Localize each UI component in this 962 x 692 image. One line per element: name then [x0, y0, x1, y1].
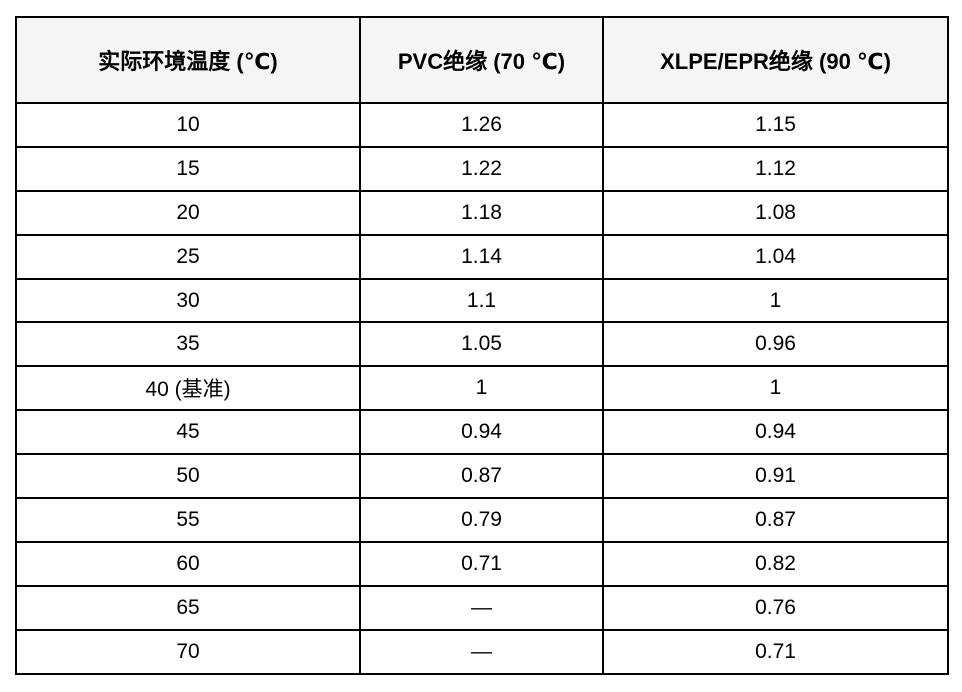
- table-cell: —: [359, 628, 604, 675]
- table-cell: 0.96: [602, 321, 949, 368]
- table-cell: 1.12: [602, 145, 949, 192]
- table-cell: 1.15: [602, 102, 949, 148]
- table-row: 70—0.71: [15, 628, 949, 675]
- table-row: 50 0.87 0.91: [15, 453, 949, 500]
- column-header-xlpe-epr-insulation: XLPE/EPR绝缘 (90 ℃): [602, 16, 949, 104]
- table-cell: 20: [15, 189, 361, 236]
- table-cell: 1.05: [359, 321, 604, 368]
- table-cell: 1: [359, 365, 604, 412]
- table-cell: 0.91: [602, 453, 949, 500]
- table-cell: 0.82: [602, 540, 949, 587]
- table-cell: 0.94: [359, 409, 604, 456]
- table-row: 35 1.05 0.96: [15, 321, 949, 368]
- table-row: 60 0.71 0.82: [15, 540, 949, 587]
- table-row: 55 0.79 0.87: [15, 497, 949, 543]
- table-cell: 0.71: [359, 540, 604, 587]
- table-cell: 70: [15, 628, 361, 675]
- table-row: 20 1.18 1.08: [15, 189, 949, 236]
- table-cell: 30: [15, 277, 361, 324]
- table-cell: —: [359, 584, 604, 631]
- table-cell: 1.08: [602, 189, 949, 236]
- table-row: 65—0.76: [15, 584, 949, 631]
- table-body: 10 1.26 1.15 15 1.22 1.12 20 1.18 1.08 25 1.14 1.04…: [15, 102, 949, 675]
- table-row: 30 1.1 1: [15, 277, 949, 324]
- table-cell: 1: [602, 365, 949, 412]
- table-cell: 1.1: [359, 277, 604, 324]
- table-cell: 0.87: [602, 497, 949, 543]
- table-row: 40 (基准) 1 1: [15, 365, 949, 412]
- table-cell: 1.14: [359, 233, 604, 280]
- header-row: 实际环境温度 (℃) PVC绝缘 (70 ℃) XLPE/EPR绝缘 (90 ℃…: [15, 16, 949, 104]
- table-cell: 0.87: [359, 453, 604, 500]
- table-cell: 1.04: [602, 233, 949, 280]
- table-cell: 40 (基准): [15, 365, 361, 412]
- table-header: 实际环境温度 (℃) PVC绝缘 (70 ℃) XLPE/EPR绝缘 (90 ℃…: [15, 16, 949, 104]
- table-cell: 1.22: [359, 145, 604, 192]
- table-cell: 0.79: [359, 497, 604, 543]
- table-row: 10 1.26 1.15: [15, 102, 949, 148]
- table-cell: 1: [602, 277, 949, 324]
- table-container: 实际环境温度 (℃) PVC绝缘 (70 ℃) XLPE/EPR绝缘 (90 ℃…: [15, 16, 949, 675]
- table-cell: 60: [15, 540, 361, 587]
- table-cell: 0.71: [602, 628, 949, 675]
- table-row: 45 0.94 0.94: [15, 409, 949, 456]
- column-header-ambient-temperature: 实际环境温度 (℃): [15, 16, 361, 104]
- table-cell: 50: [15, 453, 361, 500]
- temperature-correction-table: 实际环境温度 (℃) PVC绝缘 (70 ℃) XLPE/EPR绝缘 (90 ℃…: [15, 16, 949, 675]
- table-cell: 25: [15, 233, 361, 280]
- table-row: 25 1.14 1.04: [15, 233, 949, 280]
- table-row: 15 1.22 1.12: [15, 145, 949, 192]
- table-cell: 0.76: [602, 584, 949, 631]
- table-cell: 1.26: [359, 102, 604, 148]
- table-cell: 35: [15, 321, 361, 368]
- table-cell: 65: [15, 584, 361, 631]
- table-cell: 15: [15, 145, 361, 192]
- table-cell: 0.94: [602, 409, 949, 456]
- table-cell: 45: [15, 409, 361, 456]
- table-cell: 10: [15, 102, 361, 148]
- table-cell: 55: [15, 497, 361, 543]
- table-cell: 1.18: [359, 189, 604, 236]
- column-header-pvc-insulation: PVC绝缘 (70 ℃): [359, 16, 604, 104]
